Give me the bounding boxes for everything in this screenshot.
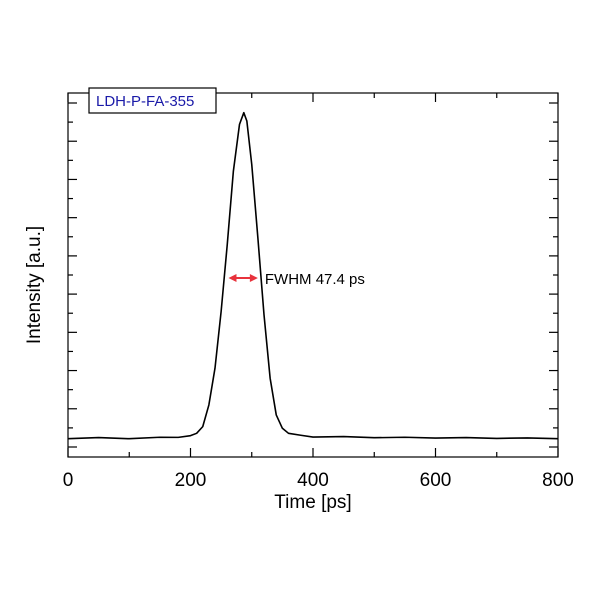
legend-label: LDH-P-FA-355	[96, 93, 194, 110]
fwhm-arrowhead-left	[228, 274, 237, 282]
y-axis-ticks	[68, 102, 558, 448]
x-tick-label: 600	[420, 470, 452, 491]
y-axis-label: Intensity [a.u.]	[24, 226, 45, 344]
x-axis-label: Time [ps]	[274, 492, 351, 513]
x-axis-ticks: 0 200 400 600 800	[63, 93, 574, 491]
legend-box: LDH-P-FA-355	[88, 87, 217, 114]
x-tick-label: 200	[175, 470, 207, 491]
x-tick-label: 800	[542, 470, 574, 491]
legend-frame	[88, 87, 217, 114]
fwhm-arrowhead-right	[249, 274, 258, 282]
fwhm-annotation: FWHM 47.4 ps	[228, 271, 365, 288]
x-tick-label: 0	[63, 470, 74, 491]
fwhm-label: FWHM 47.4 ps	[265, 271, 365, 288]
series-line	[67, 111, 559, 440]
series-layer	[67, 111, 559, 440]
x-tick-label: 400	[297, 470, 329, 491]
